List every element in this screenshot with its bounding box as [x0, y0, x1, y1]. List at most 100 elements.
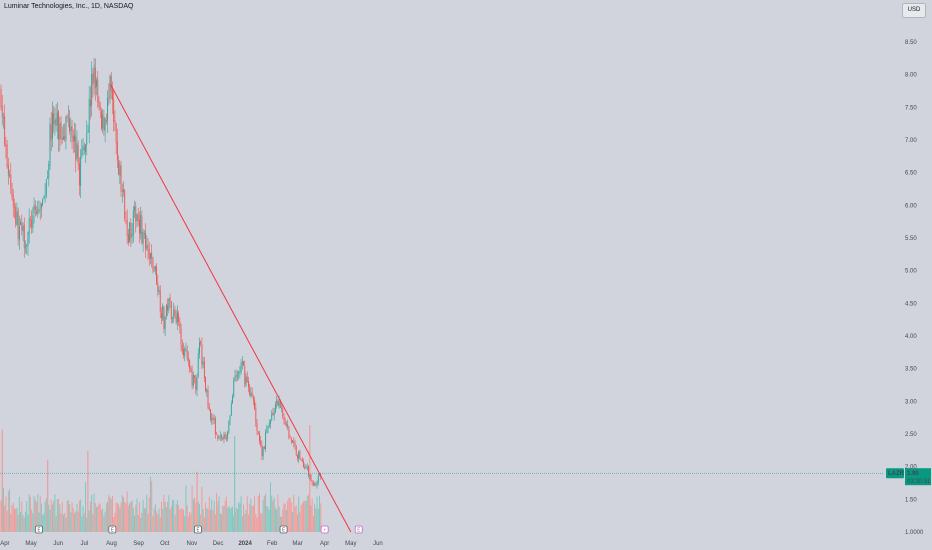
- candle-body: [172, 317, 173, 320]
- candle-body: [246, 376, 248, 382]
- volume-bar: [146, 494, 148, 532]
- x-tick-label: Dec: [213, 541, 224, 547]
- volume-bar: [21, 501, 23, 532]
- volume-bar: [197, 501, 199, 532]
- candle-body: [132, 210, 134, 235]
- candle-body: [148, 249, 150, 259]
- volume-bar: [219, 513, 221, 532]
- volume-bar: [44, 501, 46, 532]
- volume-bar: [178, 505, 180, 532]
- event-markers[interactable]: E E E E ⚡ E: [35, 525, 363, 534]
- candle-body: [317, 475, 319, 483]
- volume-bar: [17, 514, 19, 532]
- candle-body: [0, 88, 2, 108]
- volume-bar: [2, 487, 4, 532]
- y-tick-label: 8.50: [905, 40, 917, 46]
- candle-body: [130, 222, 132, 239]
- volume-bars: [0, 425, 322, 532]
- candle-body: [127, 234, 129, 243]
- event-marker-box: [108, 525, 117, 534]
- candle-body: [282, 408, 284, 417]
- candle-body: [265, 432, 267, 450]
- volume-bar: [113, 516, 115, 532]
- volume-spike: [1, 429, 3, 532]
- candle-body: [5, 144, 7, 147]
- candle-body: [9, 175, 11, 176]
- candle-body: [103, 116, 105, 131]
- volume-bar: [153, 508, 155, 532]
- candle-body: [225, 438, 227, 440]
- volume-bar: [272, 500, 274, 532]
- volume-bar: [98, 503, 100, 532]
- volume-bar: [241, 516, 243, 532]
- volume-bar: [9, 488, 11, 532]
- volume-bar: [192, 499, 194, 532]
- volume-bar: [88, 510, 90, 532]
- trendline[interactable]: [110, 84, 352, 533]
- y-tick-label: 2.00: [905, 465, 917, 471]
- candle-body: [116, 141, 118, 161]
- volume-bar: [170, 506, 172, 532]
- event-marker-label: ⚡: [323, 528, 327, 534]
- volume-bar: [278, 506, 280, 532]
- volume-bar: [225, 496, 227, 532]
- candle-body: [53, 113, 55, 125]
- candle-body: [44, 195, 46, 198]
- volume-bar: [42, 515, 44, 532]
- volume-bar: [198, 503, 200, 532]
- candle-body: [311, 481, 313, 484]
- candle-body: [87, 130, 89, 133]
- volume-bar: [100, 509, 102, 532]
- candle-body: [80, 156, 82, 186]
- candle-body: [276, 400, 278, 404]
- candle-body: [52, 113, 53, 139]
- candle-body: [250, 392, 252, 396]
- volume-bar: [175, 504, 177, 532]
- volume-bar: [184, 516, 186, 532]
- candle-body: [75, 136, 77, 160]
- candle-body: [37, 209, 39, 214]
- volume-bar: [186, 505, 188, 532]
- volume-bar: [159, 517, 161, 532]
- y-tick-label: 4.00: [905, 334, 917, 340]
- volume-bar: [180, 508, 182, 532]
- volume-bar: [316, 496, 318, 532]
- volume-bar: [320, 503, 322, 532]
- volume-bar: [236, 508, 238, 532]
- volume-bar: [266, 506, 268, 532]
- volume-bar: [173, 500, 175, 532]
- volume-bar: [48, 504, 50, 532]
- volume-bar: [276, 510, 278, 532]
- candle-body: [244, 366, 246, 385]
- candle-body: [150, 253, 151, 259]
- volume-bar: [149, 476, 151, 532]
- currency-button[interactable]: USD: [902, 3, 926, 18]
- y-tick-label: 3.00: [905, 399, 917, 405]
- candle-body: [92, 73, 94, 85]
- volume-bar: [59, 504, 61, 532]
- volume-bar: [132, 507, 134, 532]
- x-tick-label: May: [345, 541, 356, 547]
- volume-bar: [217, 501, 219, 532]
- candle-body: [316, 482, 318, 486]
- candle-body: [58, 111, 60, 140]
- x-axis[interactable]: Apr May Jun Jul Aug Sep Oct Nov Dec 2024 Feb Mar Apr…: [0, 541, 383, 547]
- y-axis[interactable]: 8.50 8.00 7.50 7.00 6.50 6.00 5.50 5.00 4.50 4.00…: [905, 40, 924, 536]
- candle-body: [230, 403, 232, 416]
- candle-body: [151, 252, 153, 259]
- volume-bar: [282, 509, 284, 532]
- volume-bar: [12, 502, 14, 532]
- candle-body: [207, 390, 209, 408]
- y-tick-label: 6.00: [905, 203, 917, 209]
- volume-bar: [194, 497, 196, 532]
- volume-bar: [110, 499, 112, 532]
- volume-bar: [314, 503, 316, 532]
- volume-bar: [163, 494, 165, 532]
- candle-body: [235, 375, 237, 377]
- volume-bar: [311, 498, 313, 532]
- candle-body: [1, 106, 3, 118]
- candle-body: [21, 222, 23, 231]
- candle-body: [224, 434, 226, 438]
- y-tick-label: 5.00: [905, 269, 917, 275]
